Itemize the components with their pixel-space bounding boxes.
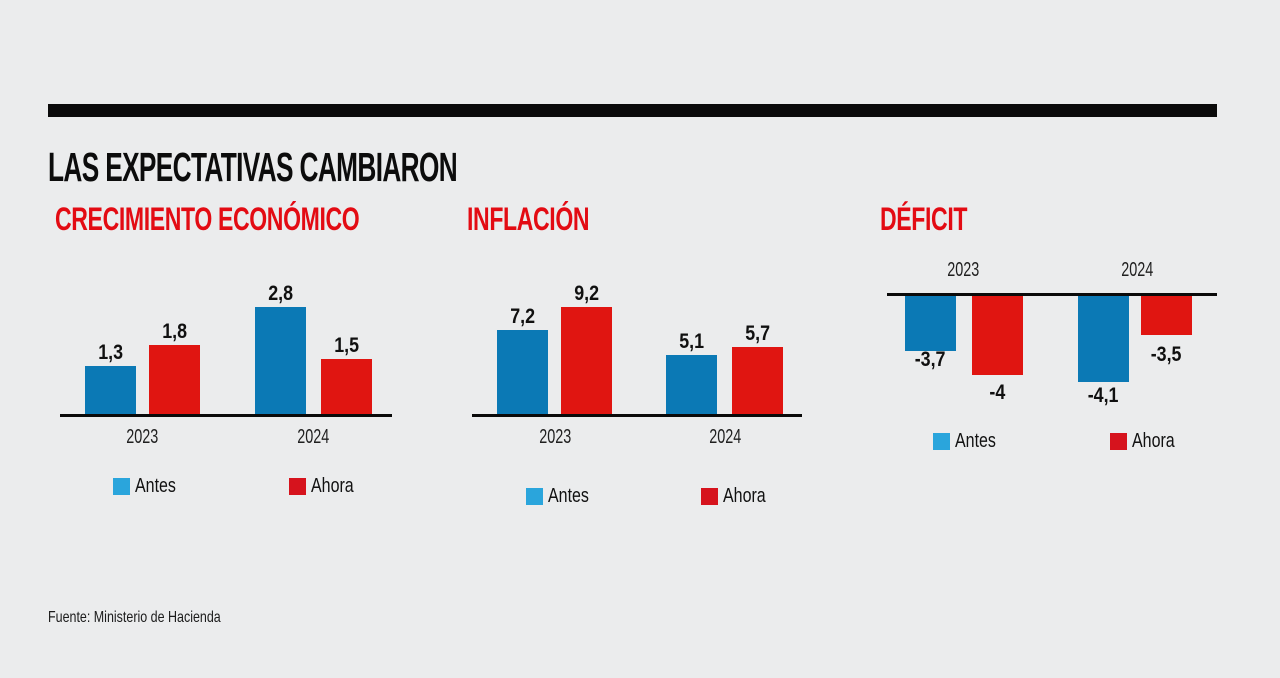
value-label-antes-2023: 1,3 (51, 342, 171, 363)
legend-item-ahora-inflacion: Ahora (701, 485, 776, 507)
category-label-inflacion-2024-text: 2024 (708, 426, 742, 448)
value-label-ahora-2023: 9,2 (527, 283, 647, 304)
legend-item-antes-deficit: Antes (933, 430, 1006, 452)
source-note: Fuente: Ministerio de Hacienda (48, 609, 221, 626)
legend-swatch-antes-deficit (933, 432, 950, 450)
bar-antes-2024 (255, 307, 306, 414)
top-rule (48, 104, 1217, 117)
value-label-ahora-2023-text: 9,2 (574, 282, 599, 305)
axis-line-deficit (887, 293, 1217, 296)
legend-swatch-antes-inflacion (526, 487, 543, 505)
bar-antes-2023 (497, 330, 548, 414)
bar-antes-2023 (85, 366, 136, 414)
bar-antes-2023 (905, 296, 956, 351)
legend-label-antes-inflacion: Antes (548, 485, 589, 507)
value-label-ahora-2024: 1,5 (287, 335, 407, 356)
category-label-deficit-2023-text: 2023 (946, 259, 980, 281)
category-label-crecimiento-economico-2023-text: 2023 (125, 426, 159, 448)
value-label-antes-2024-text: 5,1 (679, 330, 704, 353)
value-label-antes-2024: 5,1 (632, 331, 752, 352)
bar-antes-2024 (1078, 296, 1129, 382)
value-label-ahora-2024-text: 5,7 (745, 322, 770, 345)
legend-label-ahora-deficit: Ahora (1132, 430, 1175, 452)
value-label-antes-2023: 7,2 (463, 306, 583, 327)
value-label-antes-2024: 2,8 (221, 283, 341, 304)
category-label-deficit-2023: 2023 (903, 260, 1023, 280)
value-label-antes-2023-text: 1,3 (98, 341, 123, 364)
page-title: LAS EXPECTATIVAS CAMBIARON (48, 144, 458, 191)
legend-swatch-ahora-inflacion (701, 487, 718, 505)
legend-swatch-antes-crecimiento-economico (113, 477, 130, 495)
bar-ahora-2023 (561, 307, 612, 414)
category-label-inflacion-2023: 2023 (495, 427, 615, 447)
category-label-crecimiento-economico-2023: 2023 (82, 427, 202, 447)
legend-label-ahora-inflacion: Ahora (723, 485, 766, 507)
value-label-ahora-2024-text: -3,5 (1151, 343, 1182, 366)
legend-item-antes-crecimiento-economico: Antes (113, 475, 186, 497)
value-label-ahora-2024: 5,7 (698, 323, 818, 344)
category-label-crecimiento-economico-2024: 2024 (253, 427, 373, 447)
bar-ahora-2024 (732, 347, 783, 414)
value-label-ahora-2023: -4 (938, 382, 1058, 403)
chart-heading-deficit: DÉFICIT (880, 201, 968, 237)
legend-label-ahora-crecimiento-economico: Ahora (311, 475, 354, 497)
legend-item-ahora-crecimiento-economico: Ahora (289, 475, 364, 497)
legend-swatch-ahora-crecimiento-economico (289, 477, 306, 495)
legend-item-antes-inflacion: Antes (526, 485, 599, 507)
axis-line-crecimiento-economico (60, 414, 392, 417)
axis-line-inflacion (472, 414, 802, 417)
value-label-ahora-2024: -3,5 (1107, 344, 1227, 365)
bar-ahora-2024 (321, 359, 372, 414)
legend-swatch-ahora-deficit (1110, 432, 1127, 450)
bar-ahora-2024 (1141, 296, 1192, 335)
value-label-antes-2024-text: -4,1 (1088, 384, 1119, 407)
value-label-ahora-2023-text: -4 (989, 381, 1006, 404)
value-label-antes-2024: -4,1 (1044, 385, 1164, 406)
value-label-antes-2023: -3,7 (871, 349, 991, 370)
legend-item-ahora-deficit: Ahora (1110, 430, 1185, 452)
bar-antes-2024 (666, 355, 717, 414)
bar-ahora-2023 (149, 345, 200, 414)
chart-heading-crecimiento-economico: CRECIMIENTO ECONÓMICO (55, 201, 360, 237)
value-label-ahora-2023-text: 1,8 (162, 320, 187, 343)
value-label-ahora-2024-text: 1,5 (334, 334, 359, 357)
category-label-deficit-2024-text: 2024 (1120, 259, 1154, 281)
category-label-inflacion-2024: 2024 (665, 427, 785, 447)
value-label-antes-2024-text: 2,8 (268, 282, 293, 305)
chart-heading-inflacion: INFLACIÓN (467, 201, 590, 237)
legend-label-antes-crecimiento-economico: Antes (135, 475, 176, 497)
value-label-antes-2023-text: 7,2 (510, 305, 535, 328)
category-label-inflacion-2023-text: 2023 (538, 426, 572, 448)
value-label-antes-2023-text: -3,7 (915, 348, 946, 371)
legend-label-antes-deficit: Antes (955, 430, 996, 452)
bar-ahora-2023 (972, 296, 1023, 375)
category-label-crecimiento-economico-2024-text: 2024 (296, 426, 330, 448)
value-label-ahora-2023: 1,8 (115, 321, 235, 342)
category-label-deficit-2024: 2024 (1077, 260, 1197, 280)
